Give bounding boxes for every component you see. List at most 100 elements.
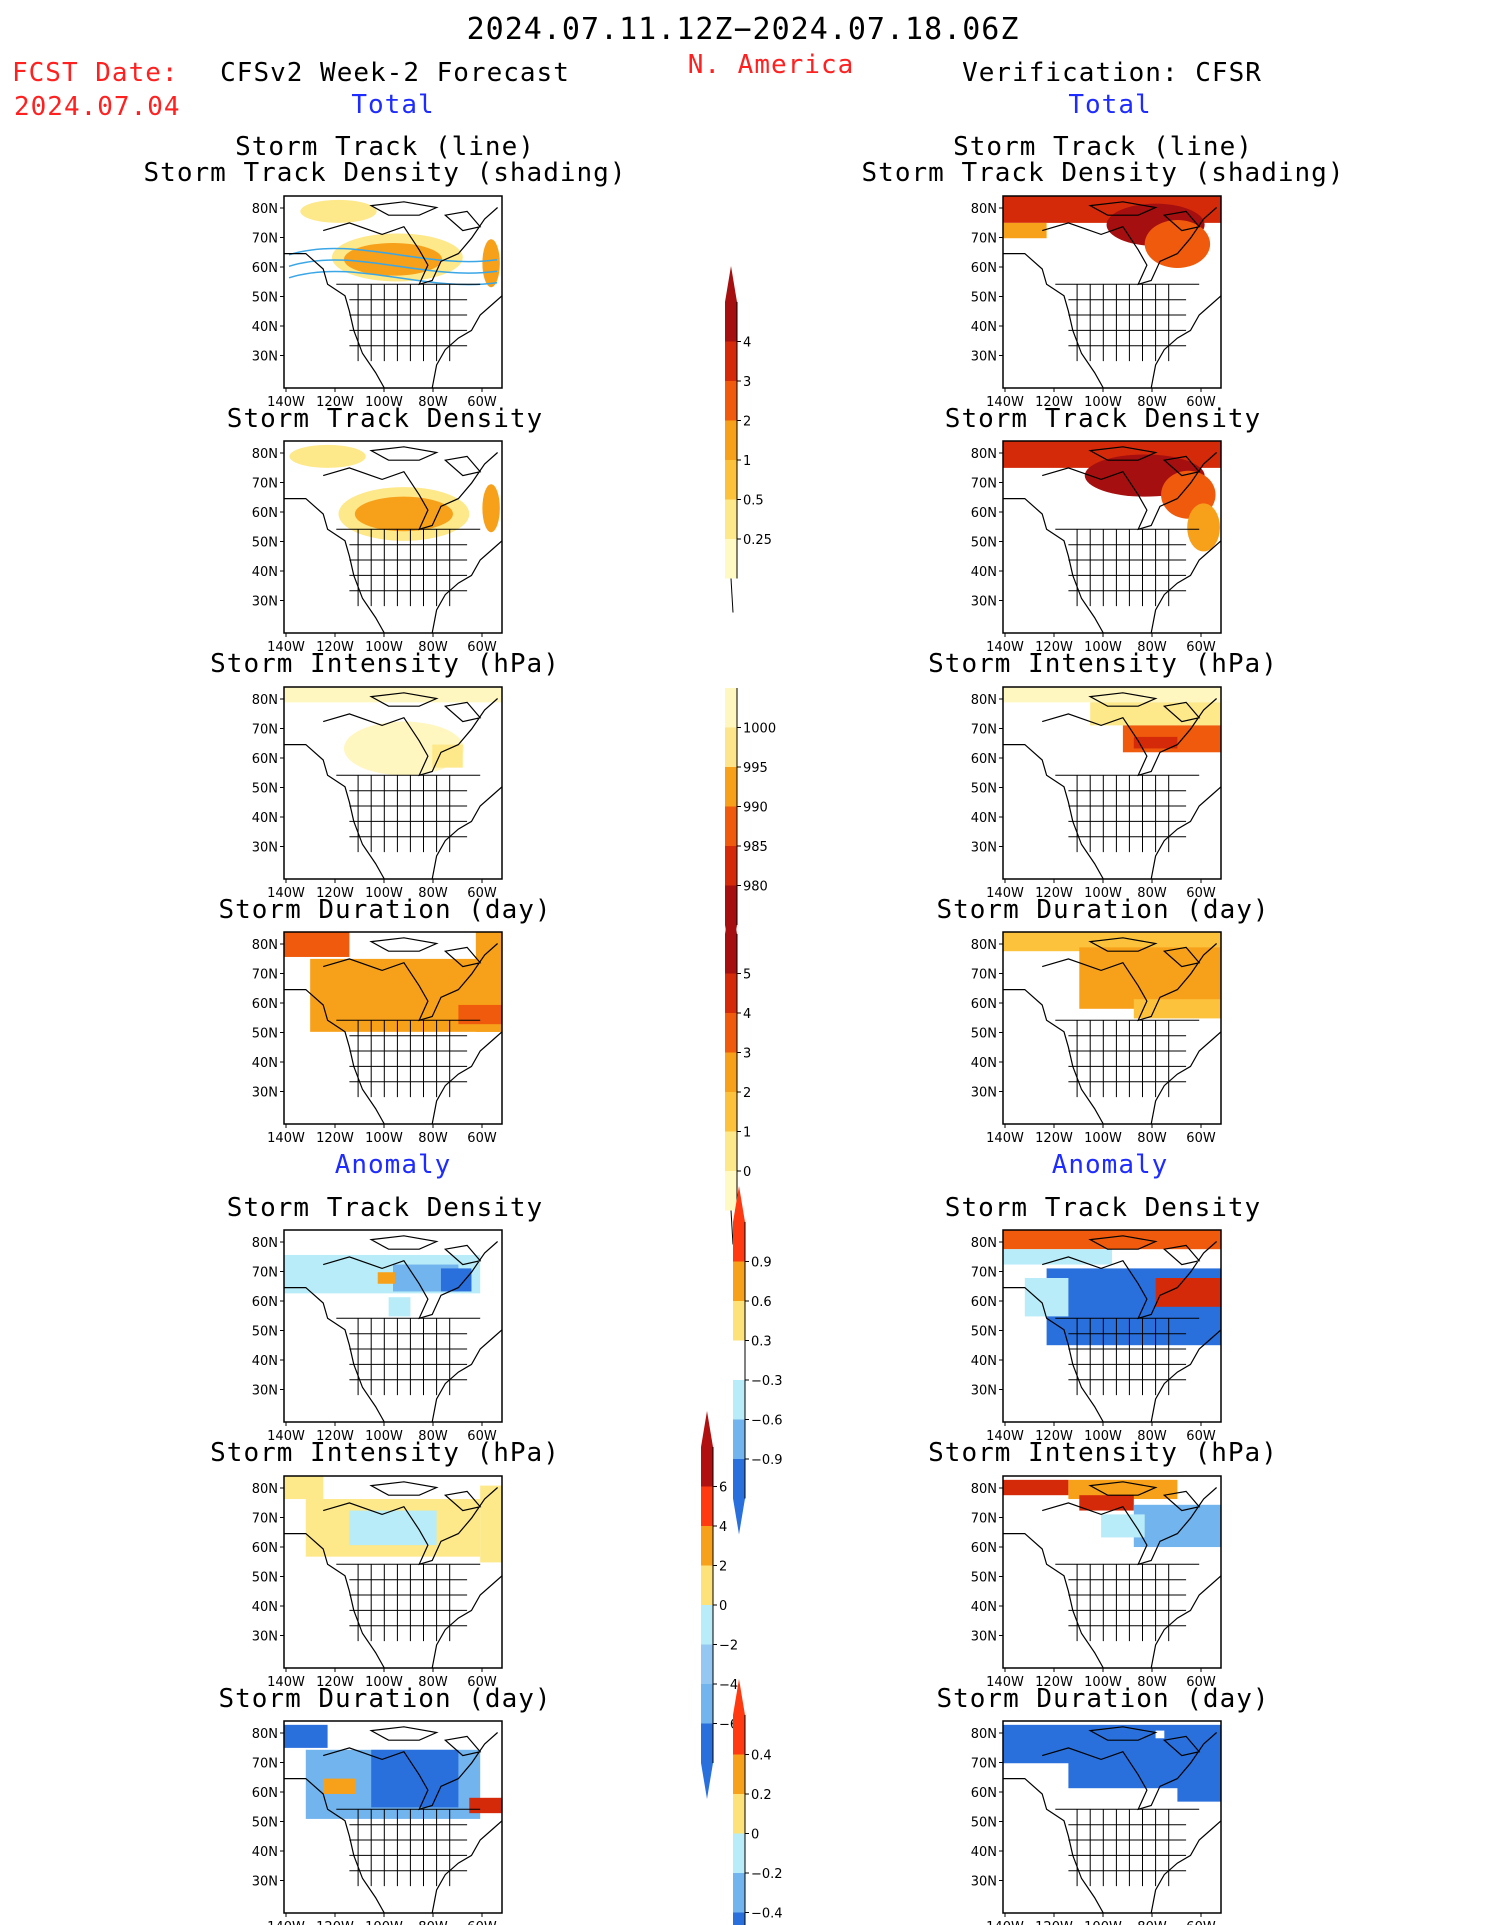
lat-label: 50N <box>252 1571 278 1586</box>
colorbar-label: 990 <box>743 801 768 816</box>
lon-label: 140W <box>986 886 1024 901</box>
map-frame <box>283 1229 503 1423</box>
lat-label: 70N <box>252 723 278 738</box>
colorbar-label: 0.6 <box>751 1295 772 1310</box>
lon-label: 120W <box>316 1920 354 1925</box>
colorbar-segment <box>725 806 737 846</box>
lon-label: 140W <box>267 395 305 410</box>
lon-label: 120W <box>316 1675 354 1690</box>
shading-cell <box>371 1749 459 1808</box>
lon-label: 60W <box>1186 1131 1216 1146</box>
right-p1-title-line1: Storm Track (line) <box>953 132 1253 162</box>
region-title: N. America <box>687 50 855 80</box>
lon-label: 100W <box>1084 1131 1122 1146</box>
state-borders <box>336 1019 481 1098</box>
colorbar-segment <box>701 1684 713 1724</box>
lat-label: 70N <box>971 723 997 738</box>
shading-cell <box>388 1297 411 1317</box>
lon-label: 80W <box>1137 395 1167 410</box>
left-p1-title-line1: Storm Track (line) <box>235 132 535 162</box>
lat-label: 60N <box>971 752 997 767</box>
lat-label: 70N <box>252 1512 278 1527</box>
colorbar-label: −2 <box>719 1639 738 1654</box>
map-frame <box>283 440 503 634</box>
lon-label: 100W <box>1084 1675 1122 1690</box>
lon-label: 80W <box>1137 1920 1167 1925</box>
colorbar-segment <box>733 1380 745 1420</box>
lat-label: 30N <box>971 1630 997 1645</box>
shading-cell <box>323 1778 356 1794</box>
lon-label: 120W <box>316 886 354 901</box>
lon-label: 140W <box>986 640 1024 655</box>
right-p1-title-line2: Storm Track Density (shading) <box>861 158 1345 188</box>
colorbar-segment <box>701 1526 713 1566</box>
lat-label: 70N <box>971 1757 997 1772</box>
colorbar-segment <box>701 1447 713 1487</box>
lat-label: 40N <box>252 1600 278 1615</box>
lat-label: 80N <box>252 202 278 217</box>
colorbar-segment <box>725 688 737 728</box>
lat-label: 50N <box>971 1325 997 1340</box>
lat-label: 70N <box>971 232 997 247</box>
colorbar-label: 1 <box>743 454 751 469</box>
colorbar-label: 2 <box>719 1560 727 1575</box>
lat-label: 50N <box>971 1816 997 1831</box>
right-p2-title: Storm Track Density <box>944 404 1262 434</box>
lat-label: 60N <box>252 1295 278 1310</box>
shading-cell <box>349 1510 437 1546</box>
left-map-panel-4: 80N 70N 60N 50N 40N 30N 140W 120W 100W 80W 60W <box>252 931 503 1146</box>
colorbar-label: 0.25 <box>743 533 772 548</box>
colorbar-density-total: 4 3 2 1 0.5 0.25 <box>725 266 772 613</box>
left-p4-title: Storm Duration (day) <box>218 895 552 925</box>
period-title: 2024.07.11.12Z−2024.07.18.06Z <box>466 12 1020 47</box>
colorbar-label: −4 <box>719 1678 738 1693</box>
lat-label: 40N <box>252 1354 278 1369</box>
shading-cell <box>284 1724 328 1748</box>
lat-label: 60N <box>971 1295 997 1310</box>
lon-label: 140W <box>986 1131 1024 1146</box>
colorbar-label: 995 <box>743 761 768 776</box>
shading-cell <box>1003 932 1221 952</box>
lat-label: 30N <box>971 1875 997 1890</box>
lon-label: 80W <box>1137 640 1167 655</box>
right-map-panel-7: 80N 70N 60N 50N 40N 30N 140W 120W 100W 80W 60W <box>971 1720 1222 1925</box>
lat-label: 60N <box>252 506 278 521</box>
colorbar-label: 4 <box>743 336 751 351</box>
lon-label: 60W <box>467 1920 497 1925</box>
shading-cell <box>284 687 502 703</box>
lon-label: 120W <box>1035 640 1073 655</box>
lon-label: 60W <box>467 1675 497 1690</box>
colorbar-segment <box>733 1419 745 1459</box>
lon-label: 140W <box>267 640 305 655</box>
lon-label: 100W <box>1084 886 1122 901</box>
lon-label: 80W <box>418 1429 448 1444</box>
colorbar-arrow-top <box>725 898 737 934</box>
lat-label: 40N <box>971 1600 997 1615</box>
left-p5-title: Storm Track Density <box>226 1193 544 1223</box>
lat-label: 50N <box>971 1027 997 1042</box>
colorbar-segment <box>725 381 737 421</box>
shading-cell <box>1177 1778 1221 1802</box>
colorbar-segment <box>725 973 737 1013</box>
lon-label: 120W <box>316 1131 354 1146</box>
lat-label: 30N <box>252 1875 278 1890</box>
colorbar-label: 6 <box>719 1481 727 1496</box>
colorbar-duration-total: 5 4 3 2 1 0 <box>725 898 751 1245</box>
right-map-panel-3: 80N 70N 60N 50N 40N 30N 140W 120W 100W 80W 60W <box>971 686 1222 901</box>
lat-label: 30N <box>252 841 278 856</box>
lat-label: 70N <box>252 477 278 492</box>
lat-label: 40N <box>252 1845 278 1860</box>
map-frame <box>1002 1720 1222 1914</box>
lat-label: 30N <box>252 350 278 365</box>
lon-label: 60W <box>1186 395 1216 410</box>
lon-label: 140W <box>267 1920 305 1925</box>
colorbar-label: 0 <box>719 1599 727 1614</box>
map-frame <box>283 686 503 880</box>
lon-label: 60W <box>467 640 497 655</box>
colorbar-segment <box>725 767 737 807</box>
fcst-date-label: FCST Date: <box>12 58 179 88</box>
lat-label: 60N <box>971 1541 997 1556</box>
lat-label: 80N <box>971 1236 997 1251</box>
shading-cell <box>1133 1504 1221 1548</box>
lon-label: 80W <box>1137 1675 1167 1690</box>
